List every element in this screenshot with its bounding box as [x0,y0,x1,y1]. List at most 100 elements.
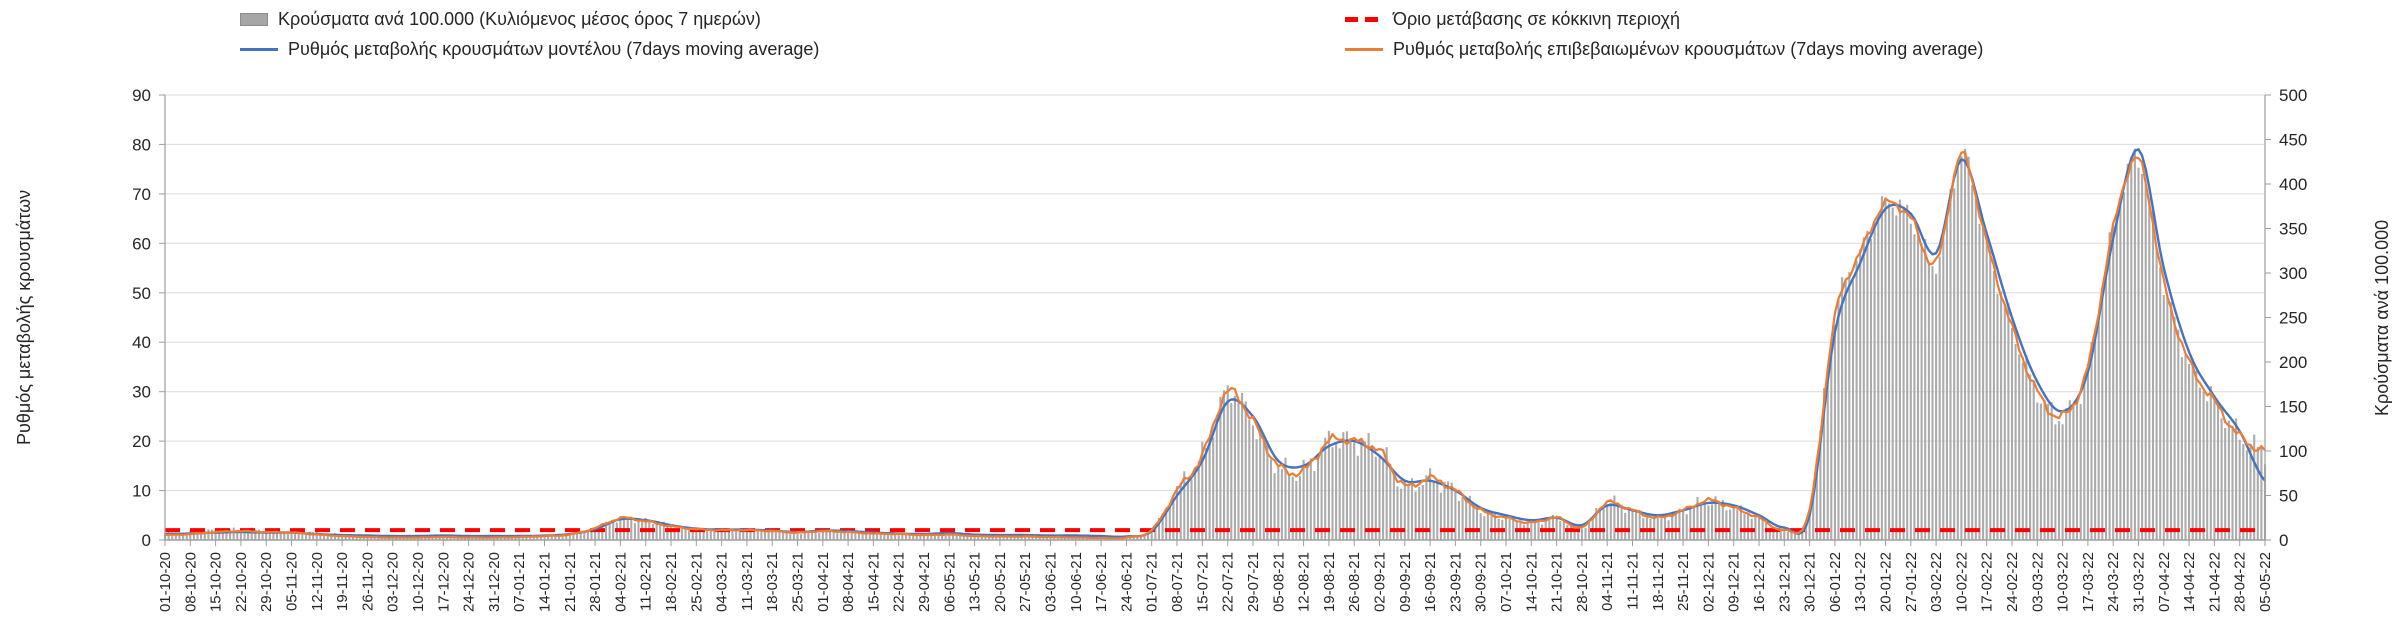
svg-text:14-01-21: 14-01-21 [537,552,554,612]
legend-label-cases-per-100k: Κρούσματα ανά 100.000 (Κυλιόμενος μέσος … [278,8,761,29]
svg-text:26-08-21: 26-08-21 [1346,552,1363,612]
svg-text:04-03-21: 04-03-21 [714,552,731,612]
svg-text:10-06-21: 10-06-21 [1068,552,1085,612]
svg-text:20-01-22: 20-01-22 [1878,552,1895,612]
legend-column-left: Κρούσματα ανά 100.000 (Κυλιόμενος μέσος … [240,8,819,60]
svg-text:40: 40 [132,333,151,352]
svg-text:09-09-21: 09-09-21 [1397,552,1414,612]
bar-swatch-icon [240,12,268,26]
svg-text:19-08-21: 19-08-21 [1321,552,1338,612]
svg-text:23-09-21: 23-09-21 [1447,552,1464,612]
confirmed-line-series [164,150,2266,540]
svg-text:24-02-22: 24-02-22 [2004,552,2021,612]
svg-text:450: 450 [2279,131,2307,150]
svg-text:12-08-21: 12-08-21 [1296,552,1313,612]
svg-text:28-04-22: 28-04-22 [2232,552,2249,612]
legend-item-confirmed-rate: Ρυθμός μεταβολής επιβεβαιωμένων κρουσμάτ… [1345,38,1983,60]
svg-text:27-05-21: 27-05-21 [1017,552,1034,612]
svg-text:05-08-21: 05-08-21 [1270,552,1287,612]
svg-text:17-12-20: 17-12-20 [435,552,452,612]
svg-text:100: 100 [2279,442,2307,461]
legend-label-model-rate: Ρυθμός μεταβολής κρουσμάτων μοντέλου (7d… [288,38,820,59]
svg-text:20-05-21: 20-05-21 [992,552,1009,612]
svg-text:10: 10 [132,482,151,501]
svg-text:17-06-21: 17-06-21 [1093,552,1110,612]
x-axis-tick-labels: 01-10-20 08-10-20 15-10-20 22-10-20 29-10-20… [157,552,2274,612]
blue-line-swatch-icon [240,47,278,51]
legend-label-red-threshold: Όριο μετάβασης σε κόκκινη περιοχή [1393,8,1681,29]
svg-text:50: 50 [132,284,151,303]
svg-text:24-12-20: 24-12-20 [461,552,478,612]
svg-text:27-01-22: 27-01-22 [1903,552,1920,612]
svg-text:300: 300 [2279,264,2307,283]
svg-text:150: 150 [2279,398,2307,417]
svg-text:22-10-20: 22-10-20 [233,552,250,612]
svg-text:0: 0 [142,531,151,550]
svg-text:25-11-21: 25-11-21 [1675,552,1692,611]
svg-text:29-04-21: 29-04-21 [916,552,933,612]
svg-text:15-04-21: 15-04-21 [865,552,882,612]
svg-text:21-10-21: 21-10-21 [1549,552,1566,612]
svg-text:28-01-21: 28-01-21 [587,552,604,612]
left-axis-tick-labels: 0 10 20 30 40 50 60 70 80 90 [132,86,151,550]
svg-text:250: 250 [2279,309,2307,328]
svg-text:80: 80 [132,135,151,154]
svg-text:18-11-21: 18-11-21 [1650,552,1667,611]
svg-text:350: 350 [2279,220,2307,239]
svg-text:30-09-21: 30-09-21 [1473,552,1490,612]
svg-text:25-02-21: 25-02-21 [688,552,705,612]
svg-text:01-04-21: 01-04-21 [815,552,832,612]
svg-text:07-04-22: 07-04-22 [2156,552,2173,612]
svg-text:11-03-21: 11-03-21 [739,552,756,611]
svg-text:200: 200 [2279,353,2307,372]
svg-text:12-11-20: 12-11-20 [309,552,326,611]
legend-item-red-threshold: Όριο μετάβασης σε κόκκινη περιοχή [1345,8,1983,30]
svg-text:03-12-20: 03-12-20 [385,552,402,612]
svg-text:01-10-20: 01-10-20 [157,552,174,612]
svg-text:13-01-22: 13-01-22 [1852,552,1869,612]
svg-text:08-04-21: 08-04-21 [840,552,857,612]
svg-text:400: 400 [2279,175,2307,194]
chart-legend: Κρούσματα ανά 100.000 (Κυλιόμενος μέσος … [0,8,2401,86]
red-dashed-swatch-icon [1345,16,1383,22]
svg-text:05-11-20: 05-11-20 [284,552,301,611]
svg-text:14-04-22: 14-04-22 [2181,552,2198,612]
svg-text:01-07-21: 01-07-21 [1144,552,1161,612]
svg-text:08-07-21: 08-07-21 [1169,552,1186,612]
svg-text:17-02-22: 17-02-22 [1979,552,1996,612]
svg-text:10-02-22: 10-02-22 [1953,552,1970,612]
svg-text:16-12-21: 16-12-21 [1751,552,1768,612]
legend-item-model-rate: Ρυθμός μεταβολής κρουσμάτων μοντέλου (7d… [240,38,819,60]
svg-text:10-03-22: 10-03-22 [2055,552,2072,612]
svg-text:07-10-21: 07-10-21 [1498,552,1515,612]
svg-text:04-11-21: 04-11-21 [1599,552,1616,611]
svg-text:60: 60 [132,234,151,253]
svg-text:90: 90 [132,86,151,105]
tick-marks [159,94,2271,546]
svg-text:05-05-22: 05-05-22 [2257,552,2274,612]
svg-text:10-12-20: 10-12-20 [410,552,427,612]
svg-text:03-03-22: 03-03-22 [2029,552,2046,612]
svg-text:02-09-21: 02-09-21 [1372,552,1389,612]
svg-text:22-07-21: 22-07-21 [1220,552,1237,612]
svg-text:17-03-22: 17-03-22 [2080,552,2097,612]
svg-text:50: 50 [2279,487,2298,506]
svg-text:11-11-21: 11-11-21 [1625,552,1642,610]
svg-text:16-09-21: 16-09-21 [1422,552,1439,612]
svg-text:31-12-20: 31-12-20 [486,552,503,612]
svg-text:28-10-21: 28-10-21 [1574,552,1591,612]
svg-text:23-12-21: 23-12-21 [1776,552,1793,612]
svg-text:06-05-21: 06-05-21 [941,552,958,612]
svg-text:20: 20 [132,432,151,451]
svg-text:15-10-20: 15-10-20 [208,552,225,612]
svg-text:25-03-21: 25-03-21 [790,552,807,612]
svg-text:29-10-20: 29-10-20 [258,552,275,612]
svg-text:18-02-21: 18-02-21 [663,552,680,612]
svg-text:11-02-21: 11-02-21 [638,552,655,611]
svg-text:30: 30 [132,383,151,402]
svg-text:13-05-21: 13-05-21 [967,552,984,612]
legend-column-right: Όριο μετάβασης σε κόκκινη περιοχή Ρυθμός… [1345,8,1983,60]
svg-text:19-11-20: 19-11-20 [334,552,351,611]
